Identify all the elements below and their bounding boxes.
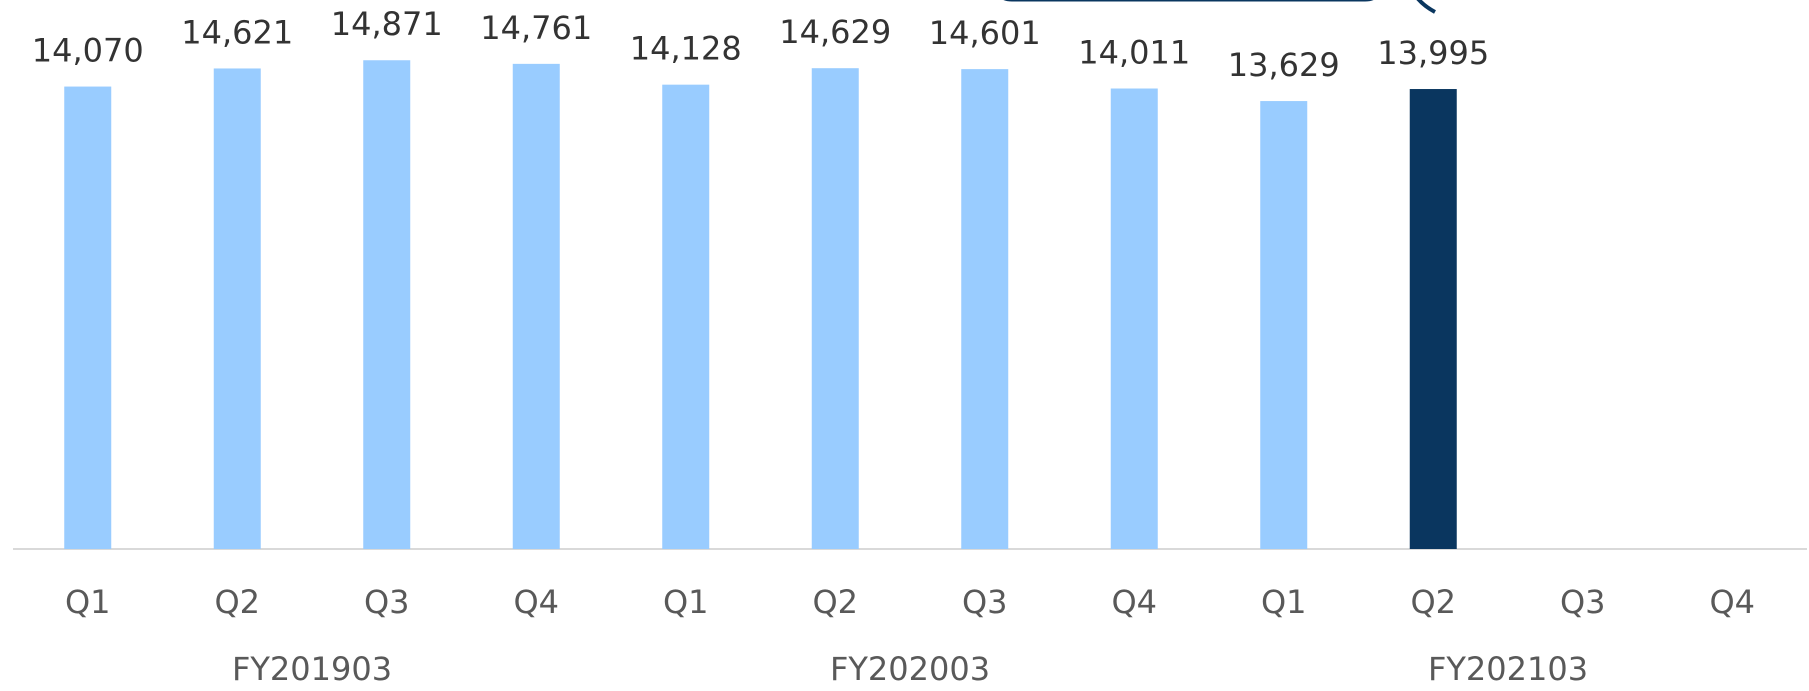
- data-label: 14,621: [181, 13, 293, 51]
- bar: [1409, 89, 1457, 549]
- x-tick-label: Q2: [214, 583, 260, 621]
- bar: [1260, 101, 1308, 549]
- data-label: 14,629: [779, 13, 891, 51]
- x-tick-label: Q4: [1709, 583, 1755, 621]
- data-label: 14,011: [1078, 34, 1190, 72]
- callout-pointer: [1416, 0, 1436, 14]
- x-tick-label: Q1: [1261, 583, 1307, 621]
- bar: [64, 86, 112, 549]
- group-label: FY202103: [1428, 650, 1588, 688]
- data-label: 14,601: [929, 14, 1041, 52]
- group-label: FY201903: [232, 650, 392, 688]
- bar: [363, 60, 411, 549]
- x-tick-label: Q4: [1111, 583, 1157, 621]
- data-label: 14,128: [630, 30, 742, 68]
- x-tick-label: Q1: [663, 583, 709, 621]
- data-label: 14,761: [480, 9, 592, 47]
- x-tick-label: Q1: [65, 583, 111, 621]
- data-label: 13,629: [1228, 46, 1340, 84]
- x-tick-label: Q2: [812, 583, 858, 621]
- bar: [512, 63, 560, 549]
- data-label: 14,070: [32, 32, 144, 70]
- x-tick-label: Q2: [1410, 583, 1456, 621]
- x-tick-label: Q3: [364, 583, 410, 621]
- group-label: FY202003: [830, 650, 990, 688]
- bar: [1110, 88, 1158, 550]
- data-label: 13,995: [1377, 34, 1489, 72]
- data-label: 14,871: [331, 5, 443, 43]
- x-tick-label: Q4: [513, 583, 559, 621]
- x-tick-label: Q3: [1560, 583, 1606, 621]
- bar: [811, 68, 859, 549]
- x-tick-label: Q3: [962, 583, 1008, 621]
- bar: [662, 84, 710, 550]
- bar: [961, 69, 1009, 549]
- bar: [213, 68, 261, 549]
